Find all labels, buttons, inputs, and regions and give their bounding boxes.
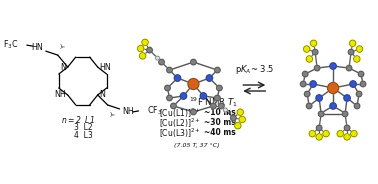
Circle shape (318, 111, 324, 117)
Circle shape (138, 45, 144, 52)
Circle shape (191, 109, 196, 115)
Text: [Cu(L2)]$^{2+}$: [Cu(L2)]$^{2+}$ (158, 116, 200, 130)
Text: ~40 ms: ~40 ms (204, 128, 236, 137)
Circle shape (301, 81, 306, 87)
Circle shape (348, 49, 354, 55)
Circle shape (314, 65, 320, 71)
Text: 4  L3: 4 L3 (74, 131, 93, 140)
Circle shape (358, 71, 364, 77)
Circle shape (342, 111, 348, 117)
Circle shape (330, 103, 336, 109)
Circle shape (344, 125, 350, 131)
Circle shape (139, 53, 146, 59)
Circle shape (312, 49, 318, 55)
Circle shape (174, 75, 181, 81)
Text: 3  L2: 3 L2 (74, 123, 93, 132)
Circle shape (218, 103, 224, 109)
Circle shape (200, 93, 207, 99)
Circle shape (215, 95, 220, 101)
Circle shape (316, 134, 322, 140)
Circle shape (356, 91, 362, 97)
Text: NH: NH (123, 107, 135, 116)
Circle shape (147, 47, 152, 53)
Circle shape (302, 71, 308, 77)
Circle shape (344, 134, 350, 140)
Text: HN: HN (31, 43, 43, 52)
Circle shape (354, 103, 360, 109)
Circle shape (306, 56, 313, 62)
Circle shape (165, 85, 170, 91)
Circle shape (309, 130, 316, 137)
Circle shape (337, 130, 343, 137)
Circle shape (354, 56, 360, 62)
Circle shape (328, 82, 339, 93)
Text: [Cu(L1)]$^{2+}$: [Cu(L1)]$^{2+}$ (158, 106, 200, 120)
Circle shape (323, 130, 329, 137)
Circle shape (223, 108, 227, 112)
Text: N: N (60, 63, 66, 72)
Circle shape (217, 85, 222, 91)
Text: $n$ = 2  L1: $n$ = 2 L1 (61, 114, 94, 125)
Circle shape (360, 81, 366, 87)
Text: N: N (100, 91, 105, 100)
Text: $)_n$: $)_n$ (109, 110, 116, 119)
Circle shape (306, 103, 312, 109)
Text: [Cu(L3)]$^{2+}$: [Cu(L3)]$^{2+}$ (158, 126, 200, 140)
Text: F$_3$C: F$_3$C (3, 39, 19, 51)
Circle shape (350, 81, 356, 87)
Circle shape (188, 79, 199, 89)
Circle shape (211, 103, 216, 109)
Circle shape (237, 109, 243, 115)
Circle shape (351, 130, 357, 137)
Text: ~10 ms: ~10 ms (204, 108, 236, 117)
Text: CF$_3$: CF$_3$ (147, 105, 162, 117)
Circle shape (167, 95, 172, 101)
Circle shape (142, 39, 148, 45)
Circle shape (171, 103, 176, 109)
Circle shape (356, 46, 363, 52)
Circle shape (310, 40, 317, 46)
Circle shape (344, 95, 350, 101)
Circle shape (215, 67, 220, 73)
Text: (7.05 T, 37 °C): (7.05 T, 37 °C) (174, 143, 219, 148)
Circle shape (235, 123, 241, 129)
Circle shape (316, 125, 322, 131)
Circle shape (231, 115, 236, 121)
Circle shape (304, 46, 310, 52)
Circle shape (346, 65, 352, 71)
Text: $)_n$: $)_n$ (59, 42, 66, 51)
Circle shape (206, 75, 212, 81)
Circle shape (191, 59, 196, 65)
Circle shape (167, 67, 172, 73)
Text: HN: HN (100, 63, 112, 72)
Text: ~30 ms: ~30 ms (204, 118, 236, 128)
Circle shape (239, 116, 245, 123)
Circle shape (159, 59, 164, 65)
Circle shape (316, 95, 322, 101)
Circle shape (330, 63, 336, 69)
Circle shape (155, 56, 160, 60)
Circle shape (180, 93, 187, 99)
Text: $^{19}$F NMR $T_1$: $^{19}$F NMR $T_1$ (189, 95, 238, 109)
Circle shape (310, 81, 316, 87)
Circle shape (349, 40, 356, 46)
Circle shape (304, 91, 310, 97)
Text: NH: NH (54, 91, 66, 100)
Text: p$K_A$~ 3.5: p$K_A$~ 3.5 (235, 63, 274, 76)
